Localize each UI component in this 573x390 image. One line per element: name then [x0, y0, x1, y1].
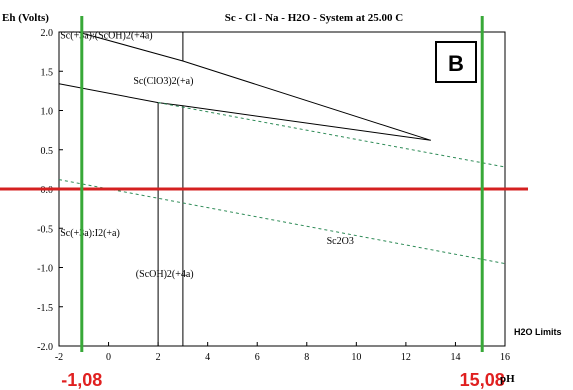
boundary-line [58, 179, 506, 265]
x-tick-label: 14 [450, 352, 460, 363]
x-tick-label: 6 [255, 352, 260, 363]
x-tick-label: 4 [205, 352, 210, 363]
x-tick-label: -2 [55, 352, 63, 363]
y-tick-label: 0.5 [41, 146, 54, 157]
panel-label: B [448, 51, 464, 76]
y-tick-label: 1.0 [41, 107, 54, 118]
x-axis-label: pH [500, 373, 515, 385]
water-limit-label: -1,08 [61, 370, 102, 390]
y-axis-label: Eh (Volts) [2, 12, 49, 24]
region-label: Sc(+3a):I2(+a) [60, 228, 120, 239]
water-limit-label: 15,08 [460, 370, 505, 390]
x-tick-label: 8 [304, 352, 309, 363]
region-label: Sc(+3a):(ScOH)2(+4a) [60, 30, 152, 41]
x-axis-ticks: -2 0 2 4 6 8 10 12 14 16 [55, 342, 510, 363]
x-tick-label: 0 [106, 352, 111, 363]
region-label: Sc(ClO3)2(+a) [133, 76, 193, 87]
x-tick-label: 16 [500, 352, 510, 363]
x-tick-label: 12 [401, 352, 411, 363]
y-tick-label: -2.0 [37, 342, 53, 353]
region-label: Sc2O3 [327, 236, 354, 247]
boundary-line [78, 31, 431, 141]
panel-label-box: B [435, 41, 477, 83]
y-tick-label: 2.0 [41, 28, 54, 39]
y-tick-label: -1.0 [37, 264, 53, 275]
y-tick-label: -0.5 [37, 224, 53, 235]
reference-lines: -1,08 15,08 [0, 16, 528, 390]
y-tick-label: 1.5 [41, 67, 54, 78]
boundary-line [58, 83, 431, 141]
region-label: (ScOH)2(+4a) [136, 269, 194, 280]
series-layer [58, 31, 506, 346]
y-tick-label: -1.5 [37, 303, 53, 314]
boundary-line [158, 102, 506, 168]
chart-title: Sc - Cl - Na - H2O - System at 25.00 C [225, 12, 403, 24]
h2o-limits-note: H2O Limits [514, 327, 562, 337]
region-labels: Sc(+3a):(ScOH)2(+4a) Sc(ClO3)2(+a) Sc(+3a)… [60, 30, 354, 280]
x-tick-label: 10 [351, 352, 361, 363]
x-tick-label: 2 [156, 352, 161, 363]
